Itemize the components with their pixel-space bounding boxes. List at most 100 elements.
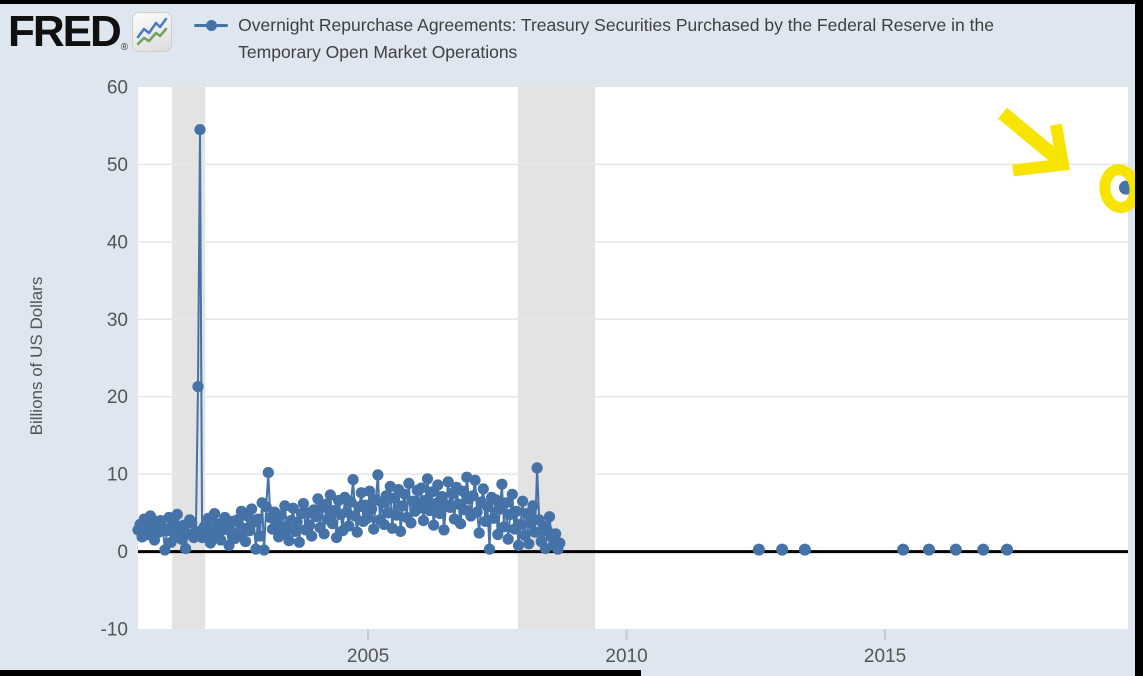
fred-logo[interactable]: FRED ® [8,7,173,56]
data-point [395,525,407,538]
data-point [438,524,450,536]
data-point [275,509,287,521]
data-point [194,124,206,136]
data-point [310,511,322,523]
legend: Overnight Repurchase Agreements: Treasur… [194,12,1038,66]
x-tick-label: 2005 [347,646,389,667]
data-point [415,482,427,494]
data-point [343,520,355,532]
data-point [521,507,533,520]
data-point [390,509,403,521]
y-tick-label: -10 [101,620,128,641]
data-point [366,503,378,515]
data-point [345,496,357,508]
data-point [254,530,266,542]
data-point [312,493,324,505]
data-point [326,518,338,530]
data-point [291,516,303,528]
isolated-data-point [977,543,990,556]
x-tick-label: 2010 [605,646,647,667]
data-point [488,512,500,524]
data-point [436,491,448,503]
y-tick-label: 50 [107,155,128,176]
y-tick-label: 30 [107,310,128,331]
data-point [477,483,489,495]
data-point [304,519,316,531]
data-point [186,517,198,529]
y-axis-title: Billions of US Dollars [27,276,46,436]
data-point [471,506,483,518]
data-point [260,501,272,513]
data-point [289,525,301,538]
legend-label[interactable]: Overnight Repurchase Agreements: Treasur… [238,15,994,63]
registered-trademark: ® [120,42,129,53]
data-point [515,518,527,531]
data-point [399,488,411,500]
data-point [543,511,556,523]
data-point [469,474,481,486]
data-point [403,477,415,489]
y-tick-label: 0 [117,542,128,563]
data-point [283,535,295,547]
data-point [517,495,529,507]
yellow-circle-annotation [1099,164,1141,214]
data-point [252,513,264,525]
data-point [529,526,541,538]
data-point [550,528,562,540]
data-point [159,544,171,556]
data-point [405,517,417,529]
data-point [388,492,400,504]
data-point [483,543,496,555]
data-point [293,536,305,548]
legend-line-dot-marker [194,19,229,31]
data-point [510,505,522,517]
data-point [270,518,283,531]
data-point [297,498,309,510]
y-tick-label: 10 [107,465,128,486]
data-point [473,527,485,539]
data-point [496,478,508,490]
data-point [180,542,192,555]
data-point [364,485,376,497]
data-point [481,501,494,513]
data-point [192,381,204,393]
screenshot-border-right [1135,0,1143,676]
data-point [318,528,330,540]
screenshot-border-bottom [0,670,641,676]
data-point [413,502,425,514]
data-point [523,538,535,550]
data-point [527,500,539,512]
data-point [208,507,221,520]
isolated-data-point [1001,543,1014,556]
data-point [320,498,332,510]
data-point [361,512,374,524]
data-point [434,507,446,520]
data-point [355,487,367,499]
isolated-data-point [897,543,910,556]
isolated-data-point [949,543,962,556]
data-point [531,462,543,474]
data-point [244,525,256,537]
data-point [258,544,270,556]
data-point [490,494,502,506]
chart-header: FRED ® Overnight Repurchase Agreements: … [8,10,1038,66]
data-point [262,467,274,479]
data-point [457,485,469,497]
data-point [502,533,514,545]
data-point [417,515,429,527]
y-tick-label: 40 [107,232,128,253]
data-point [349,510,361,522]
fred-logo-text: FRED [8,7,122,56]
data-point [306,530,318,542]
isolated-data-point [922,543,935,556]
data-point [492,528,504,541]
data-point [397,500,409,512]
data-point [428,519,440,531]
data-point [204,537,216,549]
data-point [455,518,467,530]
data-point [347,474,359,486]
isolated-data-point [798,543,811,556]
isolated-data-point [776,543,789,556]
data-point [419,494,431,507]
